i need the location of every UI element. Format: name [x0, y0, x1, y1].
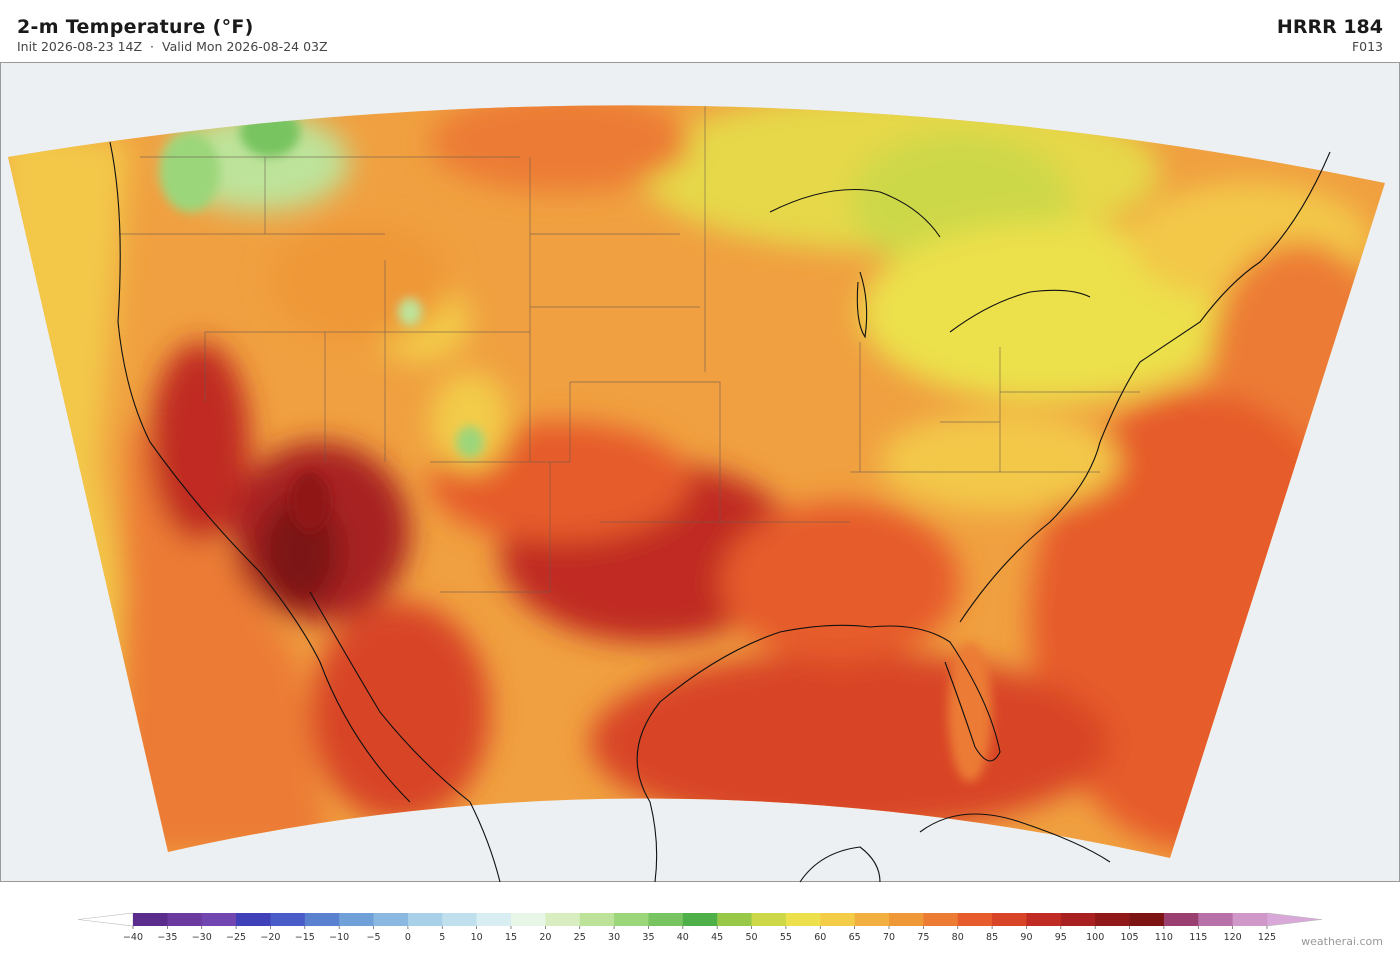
colorbar-segment	[751, 913, 787, 926]
colorbar-segment	[407, 913, 443, 926]
colorbar-tick-label: 115	[1189, 932, 1207, 943]
colorbar-segment	[1198, 913, 1234, 926]
colorbar-tick-label: 55	[780, 932, 792, 943]
colorbar-segment	[373, 913, 409, 926]
title: 2-m Temperature (°F)	[17, 16, 254, 38]
colorbar-tick-label: 20	[539, 932, 551, 943]
colorbar-over	[1266, 912, 1323, 927]
colorbar-segment	[1129, 913, 1165, 926]
colorbar-segment	[717, 913, 752, 926]
separator: ·	[150, 39, 155, 54]
forecast-hour: F013	[1351, 39, 1383, 54]
colorbar-segment	[992, 913, 1027, 926]
colorbar-segment	[682, 913, 718, 926]
colorbar-tick-label: −15	[295, 932, 315, 943]
colorbar-tick-label: −5	[367, 932, 381, 943]
colorbar-tick-label: −40	[123, 932, 143, 943]
colorbar-segment	[339, 913, 374, 926]
colorbar-segment	[304, 913, 340, 926]
colorbar-segment	[957, 913, 993, 926]
colorbar-tick-label: 30	[608, 932, 620, 943]
colorbar-segment	[648, 913, 684, 926]
colorbar-segment	[545, 913, 581, 926]
colorbar-tick-label: 105	[1120, 932, 1138, 943]
coastlines	[109, 141, 1331, 883]
colorbar: −40 −35 −30 −25 −20 −15 −10 −5 0 5 10 15 20 25 30 35 40 4…	[77, 912, 1323, 943]
init-time: Init 2026-08-23 14Z	[17, 39, 143, 54]
colorbar-tick-label: −20	[260, 932, 280, 943]
colorbar-segment	[236, 913, 271, 926]
colorbar-segment	[923, 913, 959, 926]
colorbar-tick-label: 65	[849, 932, 861, 943]
colorbar-tick-label: 45	[711, 932, 723, 943]
valid-time: Valid Mon 2026-08-24 03Z	[162, 39, 328, 54]
colorbar-tick-label: 95	[1055, 932, 1067, 943]
colorbar-tick-label: −10	[329, 932, 349, 943]
model-name: HRRR 184	[1276, 16, 1383, 38]
colorbar-tick-label: 125	[1258, 932, 1276, 943]
colorbar-segment	[614, 913, 649, 926]
colorbar-segment	[1060, 913, 1096, 926]
colorbar-segment	[820, 913, 856, 926]
colorbar-tick-label: 40	[677, 932, 689, 943]
subtitle: Init 2026-08-23 14Z · Valid Mon 2026-08-24…	[17, 39, 336, 54]
colorbar-tick-label: 35	[642, 932, 654, 943]
colorbar-tick-label: 0	[405, 932, 411, 943]
colorbar-segment	[270, 913, 306, 926]
colorbar-tick-label: 110	[1155, 932, 1173, 943]
colorbar-segment	[889, 913, 924, 926]
colorbar-tick-label: 75	[917, 932, 929, 943]
colorbar-tick-label: 25	[574, 932, 586, 943]
colorbar-tick-label: 80	[952, 932, 964, 943]
colorbar-tick-label: 85	[986, 932, 998, 943]
colorbar-tick-label: 70	[883, 932, 895, 943]
colorbar-segment	[476, 913, 512, 926]
colorbar-segment	[133, 913, 168, 926]
colorbar-segment	[1232, 913, 1268, 926]
colorbar-segment	[854, 913, 890, 926]
colorbar-segment	[1095, 913, 1130, 926]
colorbar-tick-label: 90	[1020, 932, 1032, 943]
colorbar-segment	[785, 913, 821, 926]
colorbar-segment	[511, 913, 546, 926]
colorbar-segment	[1026, 913, 1062, 926]
colorbar-segment	[1163, 913, 1199, 926]
colorbar-tick-label: 15	[505, 932, 517, 943]
colorbar-segment	[442, 913, 478, 926]
colorbar-tick-label: 50	[745, 932, 757, 943]
colorbar-under	[77, 912, 134, 927]
colorbar-tick-label: −25	[226, 932, 246, 943]
colorbar-tick-label: 100	[1086, 932, 1104, 943]
colorbar-segment	[167, 913, 203, 926]
colorbar-tick-label: 60	[814, 932, 826, 943]
map	[0, 62, 1400, 883]
colorbar-segment	[579, 913, 615, 926]
colorbar-tick-label: 120	[1224, 932, 1242, 943]
watermark: weatherai.com	[1301, 935, 1383, 948]
colorbar-tick-label: −30	[192, 932, 212, 943]
colorbar-tick-label: 10	[471, 932, 483, 943]
colorbar-tick-label: 5	[439, 932, 445, 943]
colorbar-tick-label: −35	[157, 932, 177, 943]
temperature-field	[8, 105, 1385, 858]
colorbar-segment	[201, 913, 237, 926]
